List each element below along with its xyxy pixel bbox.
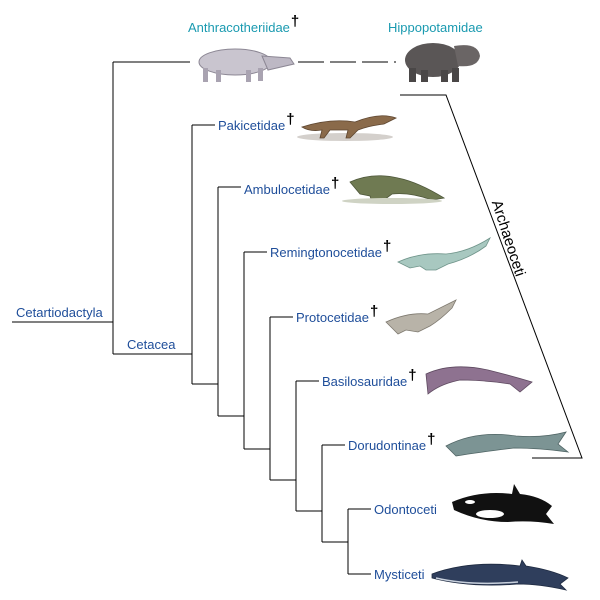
remingtonocetus-icon	[397, 236, 492, 271]
basilosaurus-icon	[425, 366, 533, 395]
taxon-label: Ambulocetidae	[244, 182, 330, 197]
protocetus-icon	[385, 299, 457, 335]
taxon-odontoceti: Odontoceti	[374, 502, 437, 517]
taxon-dorudontinae: Dorudontinae†	[348, 432, 435, 453]
taxon-mysticeti: Mysticeti	[374, 567, 425, 582]
ambulocetus-icon	[342, 175, 446, 204]
taxon-label: Protocetidae	[296, 310, 369, 325]
archaeoceti-bracket	[400, 94, 583, 459]
clade-label-cetacea: Cetacea	[127, 337, 176, 352]
dorudon-icon	[445, 431, 570, 457]
extinct-dagger-icon: †	[383, 238, 392, 255]
root-label: Cetartiodactyla	[16, 305, 103, 320]
extinct-dagger-icon: †	[286, 111, 295, 128]
taxon-remingtonocetidae: Remingtonocetidae†	[270, 239, 391, 260]
taxon-hippopotamidae: Hippopotamidae	[388, 20, 483, 35]
pakicetus-icon	[297, 115, 397, 141]
taxon-basilosauridae: Basilosauridae†	[322, 368, 417, 389]
orca-icon	[452, 484, 554, 524]
taxon-label: Remingtonocetidae	[270, 245, 383, 260]
taxon-label: Basilosauridae	[322, 374, 408, 389]
extinct-dagger-icon: †	[408, 367, 417, 384]
hippo-icon	[405, 43, 480, 82]
taxon-label: Odontoceti	[374, 502, 437, 517]
taxon-protocetidae: Protocetidae†	[296, 304, 378, 325]
taxon-label: Hippopotamidae	[388, 20, 483, 35]
anthracothere-icon	[198, 48, 295, 82]
extinct-dagger-icon: †	[290, 13, 300, 30]
taxon-ambulocetidae: Ambulocetidae†	[244, 176, 339, 197]
extinct-dagger-icon: †	[331, 175, 340, 192]
taxon-pakicetidae: Pakicetidae†	[218, 112, 295, 133]
extinct-dagger-icon: †	[370, 303, 379, 320]
extinct-dagger-icon: †	[427, 431, 436, 448]
taxon-label: Anthracotheriidae	[188, 20, 290, 35]
taxon-label: Dorudontinae	[348, 438, 427, 453]
baleen-whale-icon	[431, 559, 569, 591]
taxon-anthracotheriidae: Anthracotheriidae†	[188, 14, 299, 35]
taxon-label: Mysticeti	[374, 567, 425, 582]
taxon-label: Pakicetidae	[218, 118, 286, 133]
